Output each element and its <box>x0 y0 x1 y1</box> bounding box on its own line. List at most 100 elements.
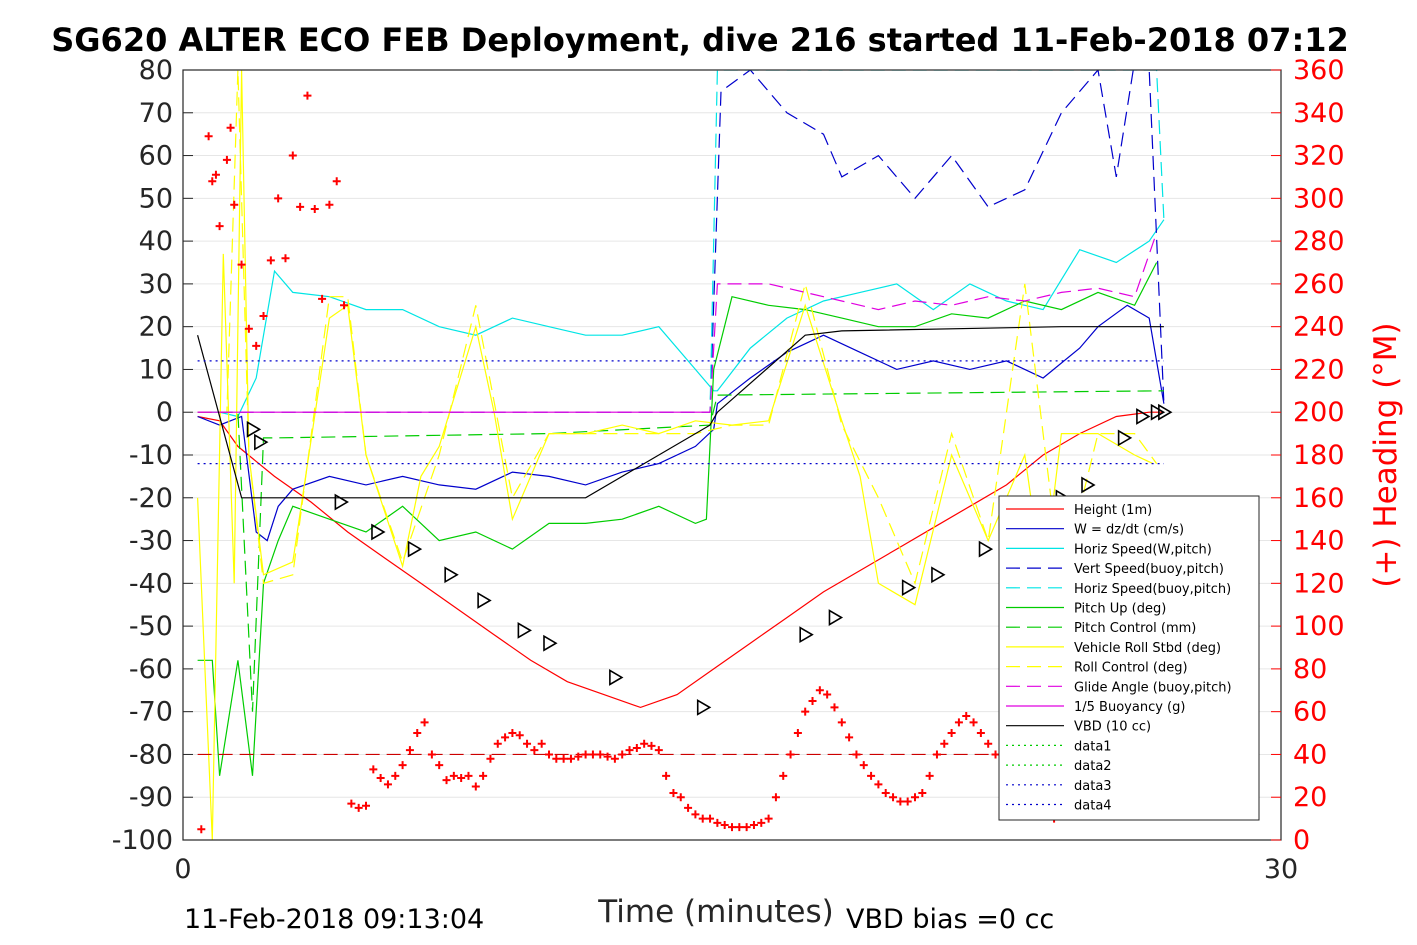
x-axis-label: Time (minutes) <box>597 894 833 930</box>
heading-point <box>204 132 213 141</box>
heading-point <box>515 731 524 740</box>
y-tick-label: 80 <box>139 55 173 86</box>
heading-point <box>779 771 788 780</box>
heading-point <box>442 776 451 785</box>
series-layer <box>197 70 1165 840</box>
x-tick-label: 0 <box>174 854 191 885</box>
y2-tick-label: 140 <box>1293 526 1345 557</box>
course-marker <box>334 493 349 511</box>
heading-point <box>603 752 612 761</box>
course-marker <box>1136 408 1151 425</box>
y2-tick-label: 200 <box>1293 397 1345 428</box>
heading-point <box>318 294 327 303</box>
heading-point <box>976 729 985 738</box>
legend-box <box>998 495 1260 821</box>
course-marker <box>517 621 532 639</box>
y-tick-label: 20 <box>139 312 173 343</box>
heading-point <box>427 750 436 759</box>
heading-point <box>588 750 597 759</box>
y-tick-label: -60 <box>129 654 173 685</box>
y2-tick-label: 220 <box>1293 354 1345 385</box>
heading-point <box>197 825 206 834</box>
y-tick-label: 50 <box>139 183 173 214</box>
heading-point <box>237 260 246 269</box>
heading-point <box>471 782 480 791</box>
legend-label-4: Horiz Speed(buoy,pitch) <box>1074 582 1231 597</box>
course-marker <box>1117 429 1133 447</box>
course-marker <box>978 540 994 558</box>
footer-date: 11-Feb-2018 09:13:04 <box>184 904 484 935</box>
heading-point <box>501 733 510 742</box>
heading-point <box>669 788 678 797</box>
heading-point <box>493 739 502 748</box>
heading-point <box>552 754 561 763</box>
heading-point <box>508 729 517 738</box>
heading-point <box>226 123 235 132</box>
y-tick-label: 30 <box>139 269 173 300</box>
heading-point <box>662 771 671 780</box>
y-tick-label: 40 <box>139 226 173 257</box>
heading-point <box>420 718 429 727</box>
heading-point <box>574 752 583 761</box>
course-marker <box>609 669 624 686</box>
heading-point <box>530 746 539 755</box>
heading-point <box>947 729 956 738</box>
heading-point <box>881 788 890 797</box>
heading-point <box>889 793 898 802</box>
legend: Height (1m) W = dz/dt (cm/s) Horiz Speed(W… <box>998 495 1260 821</box>
legend-label-6: Pitch Control (mm) <box>1074 621 1196 636</box>
series-line-11 <box>197 326 1164 499</box>
heading-point <box>596 750 605 759</box>
heading-point <box>244 324 253 333</box>
heading-point <box>340 301 349 310</box>
y-tick-label: 10 <box>139 354 173 385</box>
heading-point <box>215 222 224 231</box>
series-line-6 <box>197 390 1164 712</box>
heading-point <box>383 780 392 789</box>
heading-point <box>230 200 239 209</box>
series-line-8 <box>197 70 1158 586</box>
y-tick-label: 60 <box>139 141 173 172</box>
series-line-0 <box>197 411 1164 709</box>
heading-point <box>691 810 700 819</box>
y2-tick-label: 40 <box>1293 739 1327 770</box>
heading-point <box>581 750 590 759</box>
heading-point <box>728 823 736 832</box>
course-marker <box>407 540 423 558</box>
y2-tick-label: 300 <box>1293 183 1345 214</box>
heading-point <box>545 750 553 759</box>
heading-point <box>925 771 934 780</box>
heading-point <box>479 771 488 780</box>
y-tick-label: -20 <box>129 483 173 514</box>
course-marker <box>696 698 712 716</box>
heading-point <box>823 690 832 699</box>
series-line-5 <box>197 262 1158 776</box>
heading-point <box>815 686 824 695</box>
course-marker-layer <box>246 403 1173 716</box>
heading-point <box>786 750 795 759</box>
y2-tick-label: 20 <box>1293 782 1327 813</box>
legend-label-11: VBD (10 cc) <box>1074 720 1151 735</box>
heading-point <box>757 818 766 827</box>
y-tick-label: -30 <box>129 526 173 557</box>
course-marker <box>1150 403 1166 421</box>
heading-point <box>405 746 414 755</box>
y-tick-label: 70 <box>139 98 173 129</box>
chart-title: SG620 ALTER ECO FEB Deployment, dive 216… <box>51 21 1349 59</box>
heading-point <box>764 814 773 823</box>
course-marker <box>543 634 558 652</box>
y-tick-label: 0 <box>156 397 173 428</box>
heading-point <box>684 803 693 812</box>
heading-point <box>991 750 1000 759</box>
y-tick-label: -10 <box>129 440 173 471</box>
heading-point <box>896 797 905 806</box>
y2-tick-label: 240 <box>1293 312 1345 343</box>
legend-label-3: Vert Speed(buoy,pitch) <box>1074 562 1224 577</box>
heading-point <box>845 733 854 742</box>
course-marker <box>1081 476 1096 494</box>
heading-point <box>413 729 422 738</box>
heading-point <box>274 194 283 203</box>
heading-point <box>962 711 971 720</box>
heading-point <box>559 754 568 763</box>
